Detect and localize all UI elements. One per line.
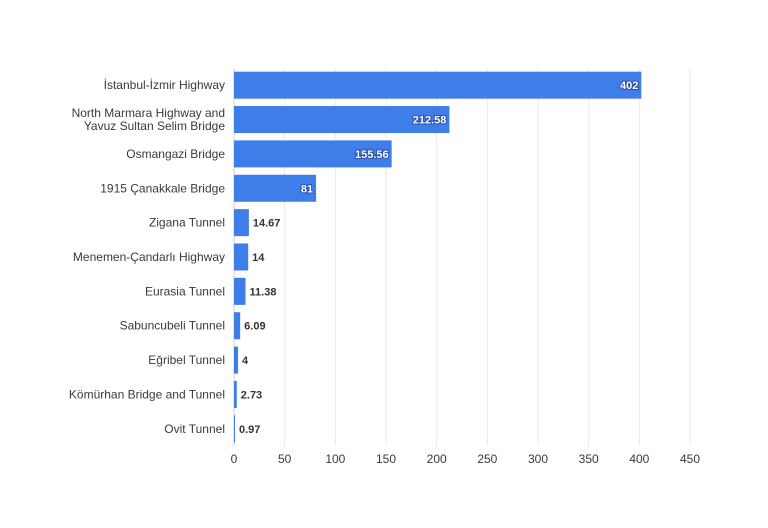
category-label: Zigana Tunnel xyxy=(149,216,225,230)
category-label: Eğribel Tunnel xyxy=(148,353,225,367)
bar[interactable] xyxy=(234,209,249,237)
x-tick-label: 150 xyxy=(376,452,396,466)
x-tick-label: 400 xyxy=(629,452,649,466)
bar[interactable] xyxy=(234,277,246,305)
bar[interactable] xyxy=(234,106,450,134)
category-label: İstanbul-İzmir Highway xyxy=(104,78,225,92)
bar[interactable] xyxy=(234,415,235,443)
data-label: 14 xyxy=(252,252,265,264)
data-label: 0.97 xyxy=(239,424,260,436)
data-label: 2.73 xyxy=(241,389,262,401)
category-label: Osmangazi Bridge xyxy=(126,147,225,161)
category-label: 1915 Çanakkale Bridge xyxy=(100,181,225,195)
category-label: Eurasia Tunnel xyxy=(145,284,225,298)
data-label: 81 xyxy=(301,183,313,195)
bar[interactable] xyxy=(234,346,239,374)
data-label: 212.58 xyxy=(413,115,447,127)
category-label: Menemen-Çandarlı Highway xyxy=(73,250,225,264)
bar[interactable] xyxy=(234,140,392,168)
x-tick-label: 0 xyxy=(231,452,238,466)
bar[interactable] xyxy=(234,312,241,340)
bar[interactable] xyxy=(234,71,642,99)
category-label: Sabuncubeli Tunnel xyxy=(120,319,225,333)
category-labels: İstanbul-İzmir Highway North Marmara High… xyxy=(69,78,225,436)
category-label: Kömürhan Bridge and Tunnel xyxy=(69,387,225,401)
bar[interactable] xyxy=(234,174,317,202)
category-label: North Marmara Highway and Yavuz Sultan Se… xyxy=(72,106,226,133)
x-tick-label: 50 xyxy=(278,452,292,466)
value-labels: 402 212.58 155.56 81 14.67 14 11.38 6.09 4 2.73 0.… xyxy=(239,79,639,436)
x-tick-label: 450 xyxy=(680,452,700,466)
data-label: 402 xyxy=(620,80,638,92)
x-tick-label: 300 xyxy=(528,452,548,466)
x-tick-label: 250 xyxy=(477,452,497,466)
x-tick-label: 200 xyxy=(427,452,447,466)
data-label: 11.38 xyxy=(250,286,277,298)
data-label: 6.09 xyxy=(244,321,265,333)
data-label: 4 xyxy=(242,355,249,367)
x-tick-label: 100 xyxy=(325,452,345,466)
bar[interactable] xyxy=(234,243,249,271)
data-label: 155.56 xyxy=(355,149,389,161)
x-tick-label: 350 xyxy=(579,452,599,466)
x-axis-ticks: 0 50 100 150 200 250 300 350 400 450 xyxy=(231,452,701,466)
bar[interactable] xyxy=(234,380,237,408)
category-label: Ovit Tunnel xyxy=(164,422,225,436)
data-label: 14.67 xyxy=(253,218,281,230)
bars xyxy=(234,71,642,443)
